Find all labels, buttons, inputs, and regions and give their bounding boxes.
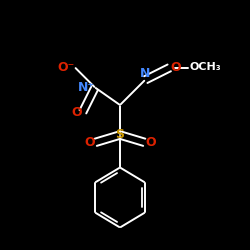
Text: O⁻: O⁻ [58, 61, 75, 74]
Text: O: O [72, 106, 83, 119]
Text: OCH₃: OCH₃ [190, 62, 222, 72]
Text: S: S [116, 128, 124, 141]
Text: N: N [140, 67, 150, 80]
Text: O: O [84, 136, 95, 149]
Text: O: O [170, 61, 180, 74]
Text: O: O [145, 136, 156, 149]
Text: N⁺: N⁺ [78, 81, 95, 94]
